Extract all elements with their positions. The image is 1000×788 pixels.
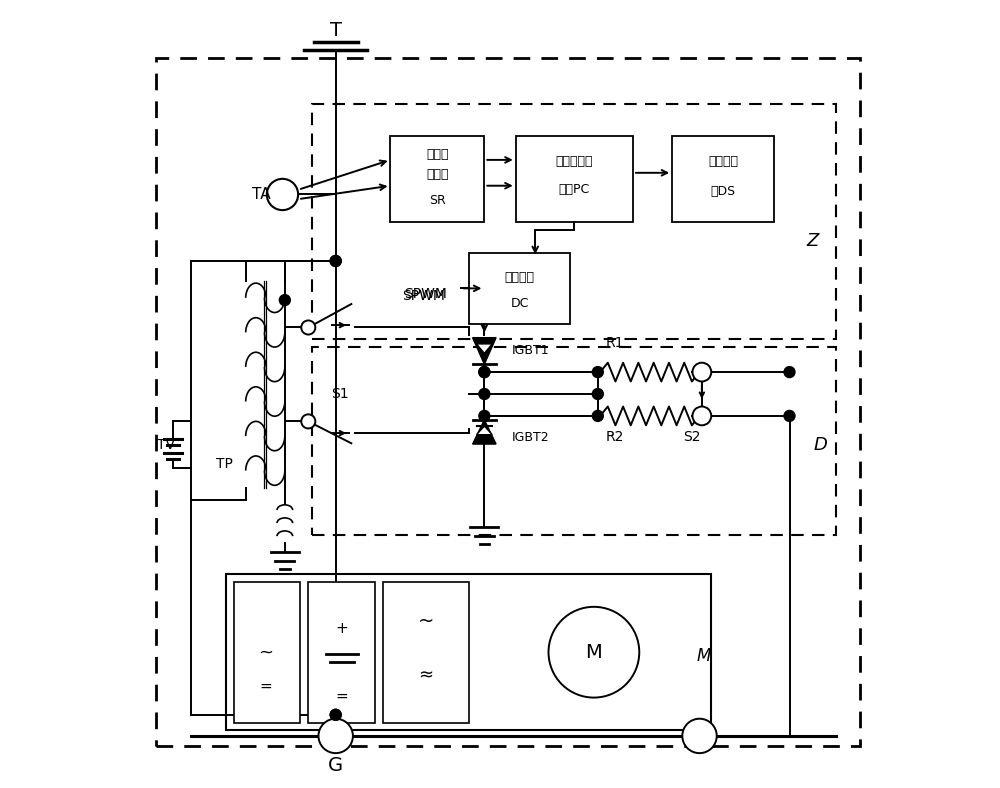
Text: 计算与处理: 计算与处理 (556, 155, 593, 168)
Text: M: M (586, 643, 602, 662)
Text: =: = (336, 689, 348, 704)
Text: R1: R1 (606, 336, 624, 350)
FancyBboxPatch shape (469, 253, 570, 324)
Circle shape (479, 388, 490, 400)
FancyBboxPatch shape (672, 136, 774, 222)
Text: IGBT1: IGBT1 (512, 344, 549, 358)
Circle shape (267, 179, 298, 210)
Text: S2: S2 (683, 430, 700, 444)
Circle shape (330, 255, 341, 266)
Text: ≈: ≈ (418, 667, 433, 685)
Text: 节单元: 节单元 (426, 168, 449, 181)
Polygon shape (473, 420, 496, 444)
Circle shape (330, 255, 341, 266)
Circle shape (784, 411, 795, 422)
Text: T: T (330, 20, 342, 39)
Circle shape (301, 321, 315, 335)
Text: ~: ~ (258, 643, 273, 661)
FancyBboxPatch shape (308, 582, 375, 723)
Polygon shape (477, 426, 492, 435)
Circle shape (479, 411, 490, 422)
Text: D: D (814, 436, 828, 454)
Text: SPWM: SPWM (405, 287, 447, 301)
Text: 单元PC: 单元PC (559, 183, 590, 195)
Text: S1: S1 (331, 387, 348, 401)
Text: DC: DC (510, 297, 529, 310)
Text: 车载显示: 车载显示 (708, 155, 738, 168)
Text: TV: TV (157, 438, 175, 452)
Text: +: + (336, 621, 348, 636)
Text: IGBT2: IGBT2 (512, 430, 549, 444)
Text: M: M (696, 647, 711, 665)
FancyBboxPatch shape (234, 582, 300, 723)
Circle shape (682, 719, 717, 753)
Circle shape (592, 411, 603, 422)
Circle shape (692, 362, 711, 381)
Circle shape (592, 366, 603, 377)
Text: SR: SR (429, 194, 446, 206)
FancyBboxPatch shape (383, 582, 469, 723)
Text: G: G (328, 756, 343, 775)
Text: 信号调: 信号调 (426, 148, 449, 162)
Text: 仪DS: 仪DS (710, 185, 736, 199)
Circle shape (592, 388, 603, 400)
Text: SPWM: SPWM (402, 289, 445, 303)
Circle shape (330, 709, 341, 720)
Circle shape (318, 719, 353, 753)
Text: R2: R2 (606, 430, 624, 444)
Circle shape (279, 295, 290, 306)
Text: 驱动电路: 驱动电路 (505, 271, 535, 284)
FancyBboxPatch shape (390, 136, 484, 222)
Circle shape (784, 366, 795, 377)
Text: TP: TP (216, 457, 233, 471)
Circle shape (330, 709, 341, 720)
Circle shape (692, 407, 711, 426)
Circle shape (479, 366, 490, 377)
Circle shape (301, 414, 315, 429)
Polygon shape (473, 338, 496, 364)
FancyBboxPatch shape (516, 136, 633, 222)
Text: =: = (259, 679, 272, 694)
Circle shape (549, 607, 639, 697)
Text: ~: ~ (417, 611, 434, 630)
Text: TA: TA (252, 187, 271, 202)
Polygon shape (477, 344, 492, 353)
Text: Z: Z (807, 232, 819, 251)
Circle shape (479, 366, 490, 377)
